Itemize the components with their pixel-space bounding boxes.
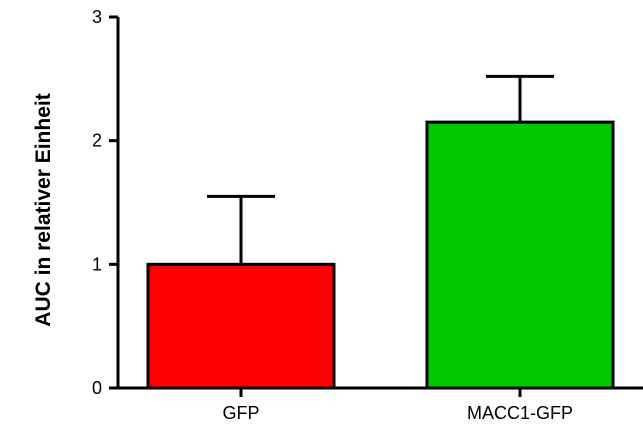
y-tick-label: 0 [92, 378, 102, 398]
bars-layer [146, 120, 615, 390]
y-axis-title: AUC in relativer Einheit [32, 93, 55, 326]
y-tick-label: 1 [92, 254, 102, 274]
error-bars-layer [207, 74, 554, 265]
y-tick-label: 3 [92, 7, 102, 27]
x-category-label: GFP [222, 403, 259, 423]
bar-macc1-gfp [425, 120, 615, 390]
y-tick-label: 2 [92, 131, 102, 151]
x-category-label: MACC1-GFP [467, 403, 573, 423]
bar-gfp [146, 262, 336, 390]
axes-layer [116, 17, 643, 390]
y-ticks-layer: 0 1 2 3 [92, 7, 118, 398]
x-labels-layer: GFP MACC1-GFP [222, 388, 573, 423]
